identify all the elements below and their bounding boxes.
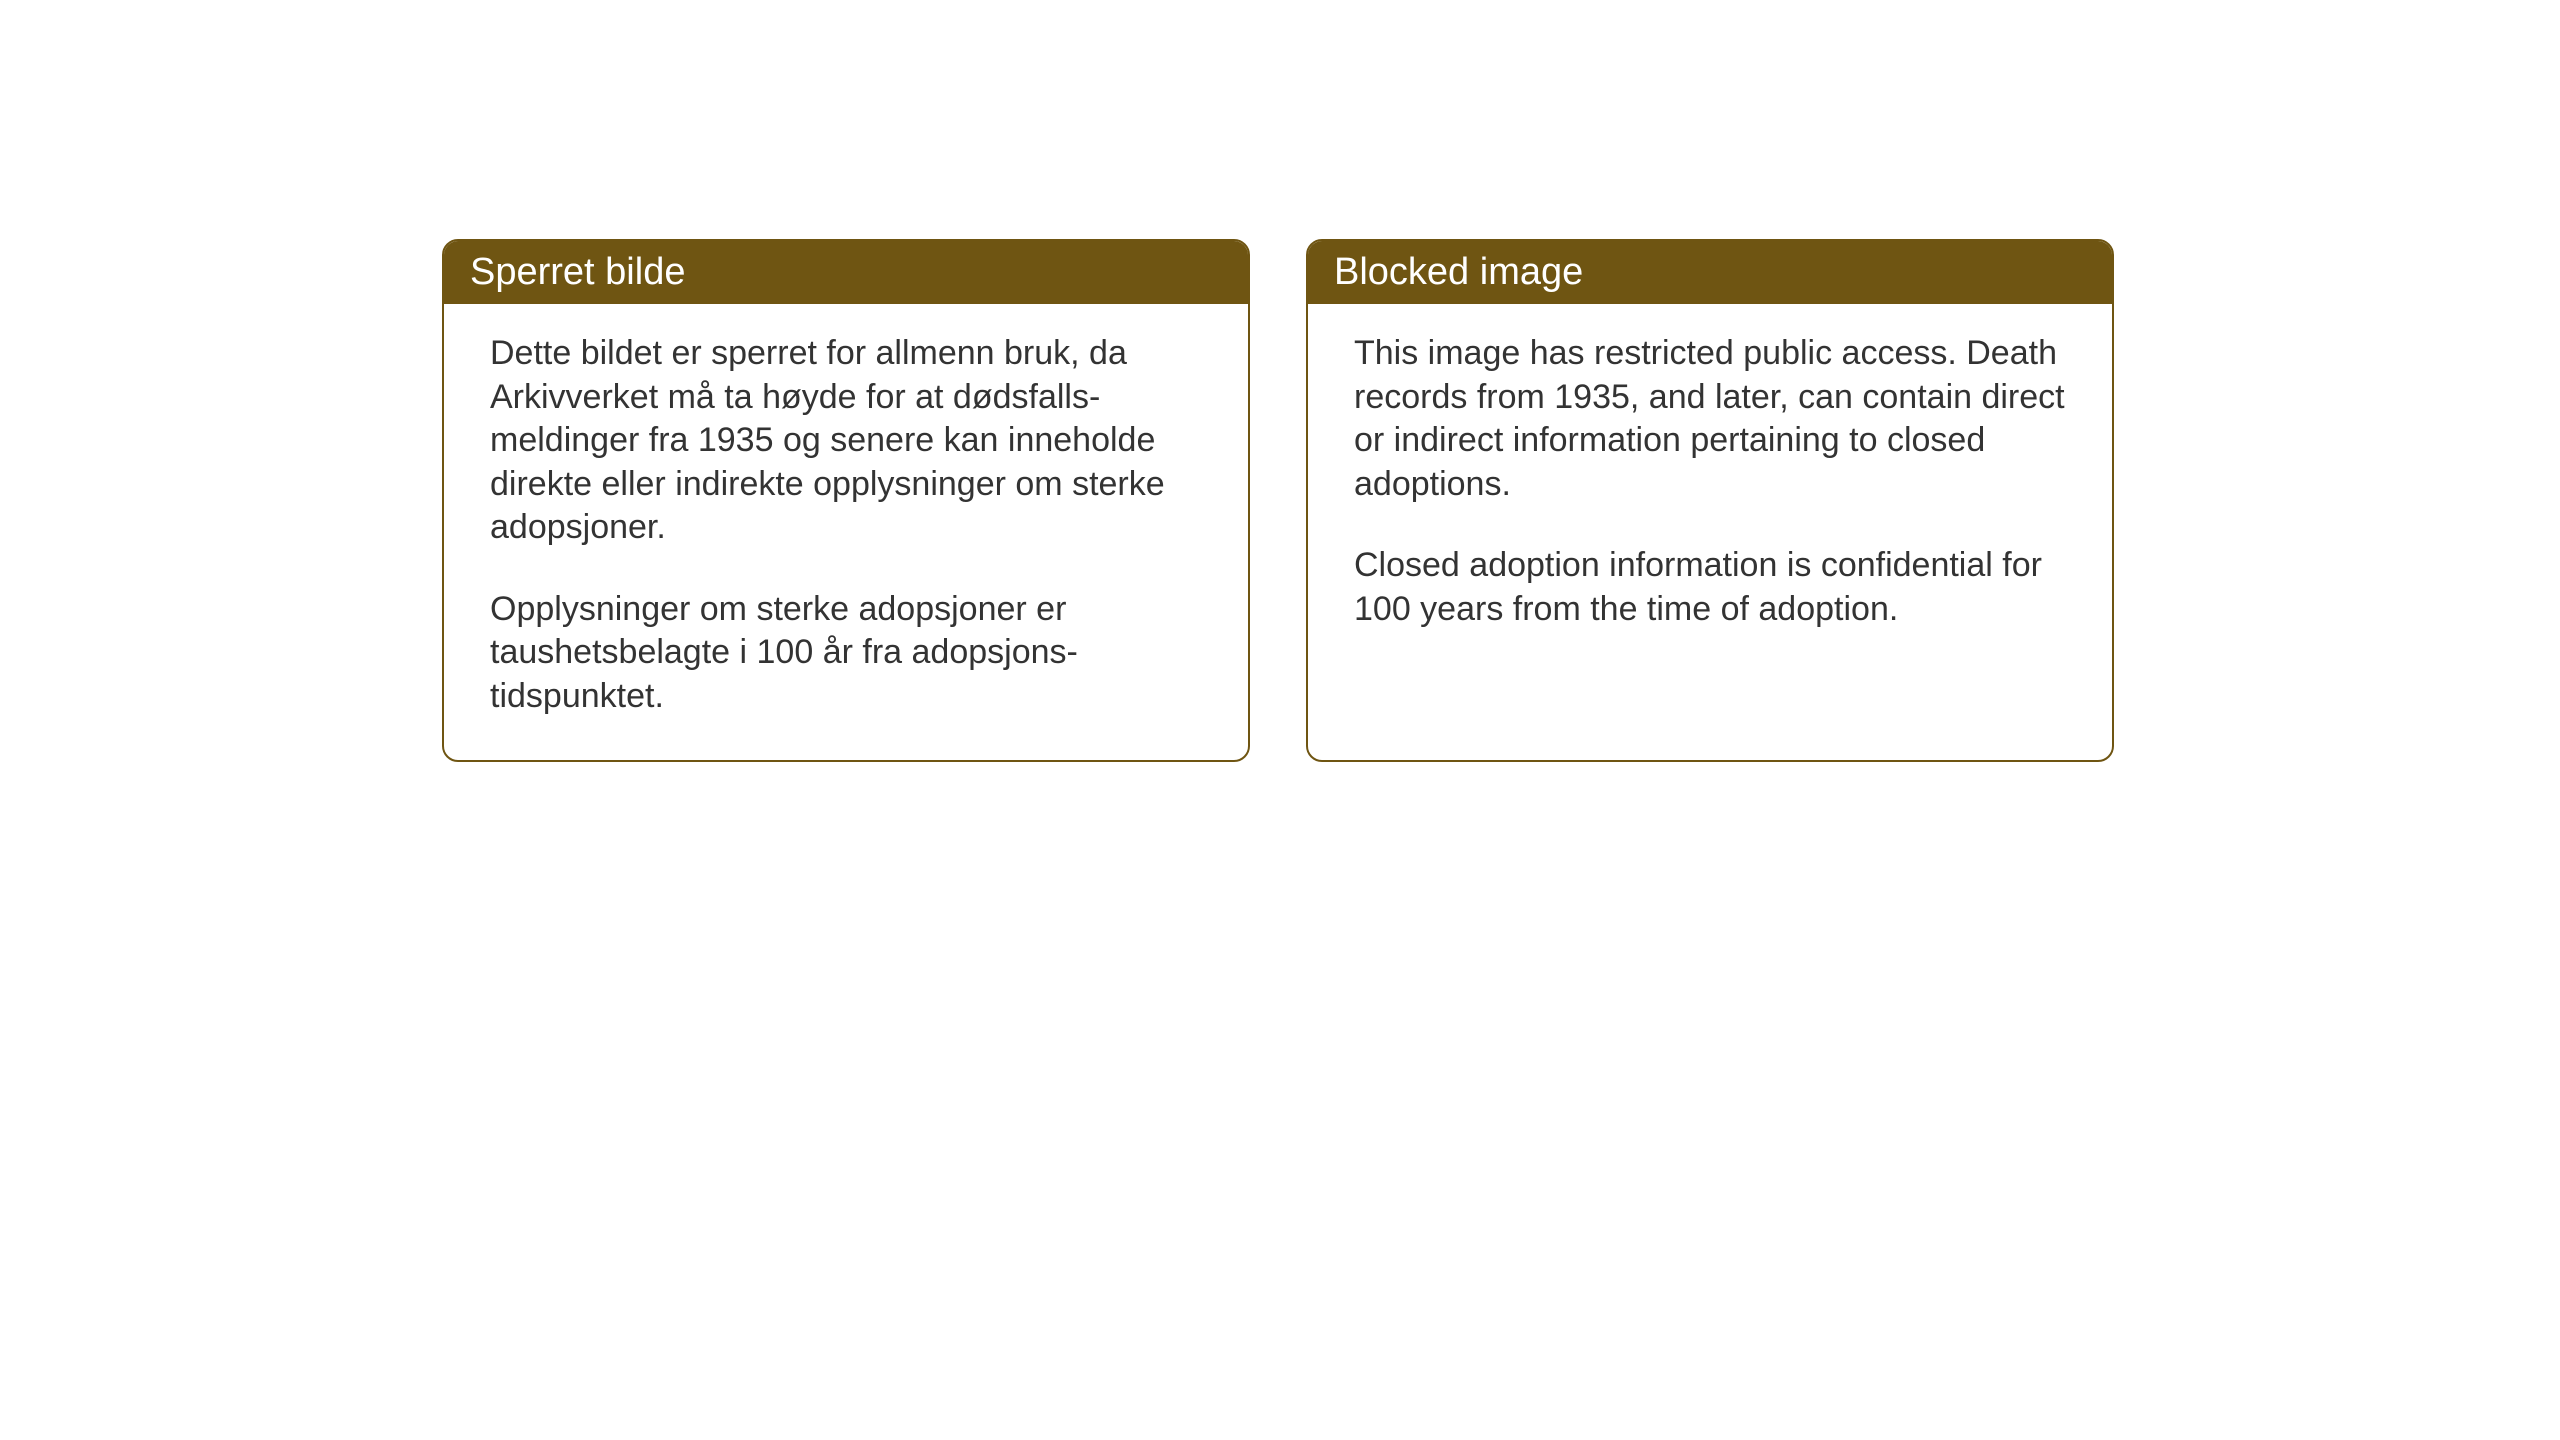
notice-card-norwegian: Sperret bilde Dette bildet er sperret fo… [442,239,1250,762]
card-body-norwegian: Dette bildet er sperret for allmenn bruk… [444,304,1248,760]
notice-container: Sperret bilde Dette bildet er sperret fo… [442,239,2114,762]
paragraph-2-english: Closed adoption information is confident… [1354,544,2066,631]
card-title-english: Blocked image [1334,251,1583,293]
paragraph-2-norwegian: Opplysninger om sterke adopsjoner er tau… [490,588,1202,719]
paragraph-1-english: This image has restricted public access.… [1354,332,2066,506]
notice-card-english: Blocked image This image has restricted … [1306,239,2114,762]
card-title-norwegian: Sperret bilde [470,251,685,293]
card-header-english: Blocked image [1308,241,2112,304]
card-body-english: This image has restricted public access.… [1308,304,2112,744]
card-header-norwegian: Sperret bilde [444,241,1248,304]
paragraph-1-norwegian: Dette bildet er sperret for allmenn bruk… [490,332,1202,550]
